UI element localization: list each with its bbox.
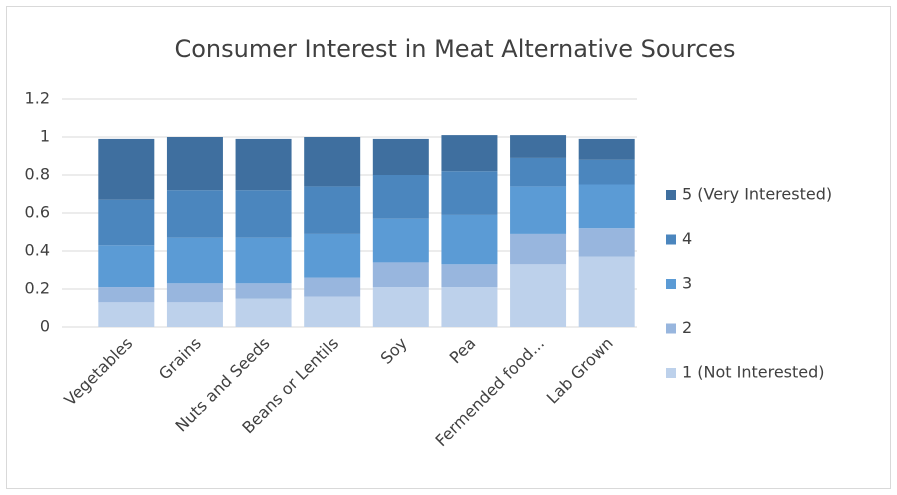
bar-segment	[510, 264, 567, 327]
bar-segment	[372, 138, 429, 175]
bar-segment	[578, 184, 635, 229]
bar-segment	[235, 298, 292, 327]
bar-segment	[98, 245, 155, 288]
legend-swatch	[666, 190, 676, 200]
legend-swatch	[666, 234, 676, 245]
y-tick-label: 0	[40, 317, 50, 336]
bar-segment	[578, 138, 635, 160]
y-tick-label: 0.6	[25, 203, 50, 222]
legend-swatch	[666, 323, 676, 334]
bar-segment	[510, 157, 567, 187]
bar-segment	[441, 214, 498, 265]
legend-label: 3	[682, 274, 692, 293]
y-tick-label: 0.4	[25, 241, 50, 260]
bar-segment	[441, 287, 498, 327]
bar-segment	[166, 283, 223, 303]
bar-segment	[235, 190, 292, 238]
bar-segment	[372, 175, 429, 219]
bar-segment	[166, 302, 223, 327]
bar-segment	[98, 138, 155, 200]
y-tick-label: 0.8	[25, 165, 50, 184]
legend-swatch	[666, 279, 676, 289]
legend-label: 5 (Very Interested)	[682, 185, 832, 204]
bar-segment	[578, 228, 635, 257]
bar-segment	[578, 256, 635, 327]
y-tick-label: 0.2	[25, 279, 50, 298]
bar-segment	[441, 135, 498, 172]
bar-segment	[372, 218, 429, 263]
bar-segment	[235, 283, 292, 299]
bar-segment	[372, 262, 429, 288]
bar-segment	[166, 137, 223, 191]
bar-segment	[441, 264, 498, 288]
bar-segment	[510, 135, 567, 158]
bar-segment	[235, 237, 292, 284]
bar-segment	[304, 137, 361, 187]
bar-segment	[304, 277, 361, 297]
bar-segment	[98, 302, 155, 327]
bar-segment	[166, 190, 223, 238]
bar-segment	[304, 186, 361, 234]
legend-label: 4	[682, 229, 692, 248]
legend-label: 1 (Not Interested)	[682, 363, 825, 382]
y-tick-label: 1	[40, 127, 50, 146]
bar-segment	[98, 287, 155, 303]
bar-segment	[166, 237, 223, 284]
bar-segment	[510, 233, 567, 265]
bar-segment	[304, 296, 361, 327]
y-tick-label: 1.2	[25, 89, 50, 108]
legend-swatch	[666, 368, 676, 378]
bar-segment	[510, 186, 567, 234]
bar-segment	[304, 233, 361, 278]
bar-segment	[235, 138, 292, 191]
bar-segment	[441, 171, 498, 215]
chart-title: Consumer Interest in Meat Alternative So…	[174, 35, 735, 63]
bar-segment	[372, 287, 429, 327]
bar-segment	[98, 199, 155, 246]
bar-segment	[578, 159, 635, 185]
legend-label: 2	[682, 318, 692, 337]
